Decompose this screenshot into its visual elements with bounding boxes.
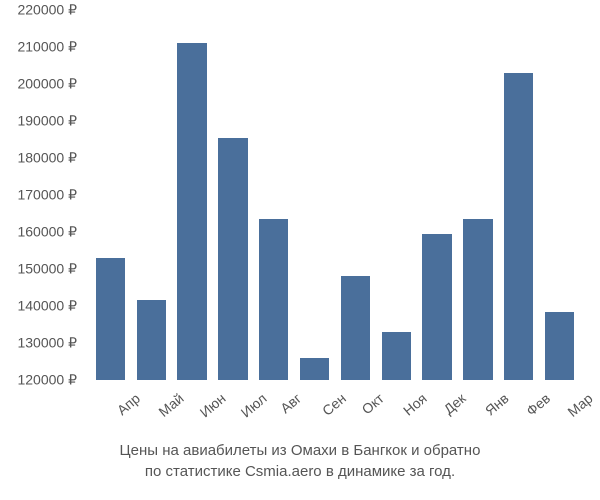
x-axis: АпрМайИюнИюлАвгСенОктНояДекЯнвФевМар xyxy=(90,382,580,432)
x-tick-label: Дек xyxy=(441,390,469,417)
bar xyxy=(545,312,574,380)
chart-plot-area xyxy=(90,10,580,380)
x-tick-label: Май xyxy=(156,390,187,420)
bar xyxy=(382,332,411,380)
y-tick-label: 160000 ₽ xyxy=(17,224,77,241)
x-tick-label: Июн xyxy=(197,390,229,420)
bars-container xyxy=(90,10,580,380)
bar xyxy=(463,219,492,380)
x-tick-label: Апр xyxy=(114,390,143,418)
x-tick-label: Сен xyxy=(319,390,349,419)
bar xyxy=(300,358,329,380)
caption-line-2: по статистике Csmia.aero в динамике за г… xyxy=(0,461,600,482)
x-tick-label: Мар xyxy=(564,390,595,420)
bar xyxy=(341,276,370,380)
x-tick-label: Фев xyxy=(523,390,553,419)
y-tick-label: 180000 ₽ xyxy=(17,150,77,167)
y-axis: 120000 ₽130000 ₽140000 ₽150000 ₽160000 ₽… xyxy=(0,10,85,380)
bar xyxy=(137,300,166,380)
y-tick-label: 200000 ₽ xyxy=(17,76,77,93)
x-tick-label: Авг xyxy=(277,390,304,416)
bar xyxy=(218,138,247,380)
x-tick-label: Ноя xyxy=(400,390,430,419)
bar xyxy=(259,219,288,380)
x-tick-label: Июл xyxy=(238,390,270,421)
bar xyxy=(96,258,125,380)
y-tick-label: 130000 ₽ xyxy=(17,335,77,352)
y-tick-label: 140000 ₽ xyxy=(17,298,77,315)
bar xyxy=(177,43,206,380)
y-tick-label: 150000 ₽ xyxy=(17,261,77,278)
bar xyxy=(504,73,533,380)
x-tick-label: Окт xyxy=(359,390,387,417)
y-tick-label: 210000 ₽ xyxy=(17,39,77,56)
y-tick-label: 190000 ₽ xyxy=(17,113,77,130)
y-tick-label: 120000 ₽ xyxy=(17,372,77,389)
x-tick-label: Янв xyxy=(482,390,512,419)
y-tick-label: 220000 ₽ xyxy=(17,2,77,19)
caption-line-1: Цены на авиабилеты из Омахи в Бангкок и … xyxy=(0,440,600,461)
bar xyxy=(422,234,451,380)
y-tick-label: 170000 ₽ xyxy=(17,187,77,204)
chart-caption: Цены на авиабилеты из Омахи в Бангкок и … xyxy=(0,440,600,482)
